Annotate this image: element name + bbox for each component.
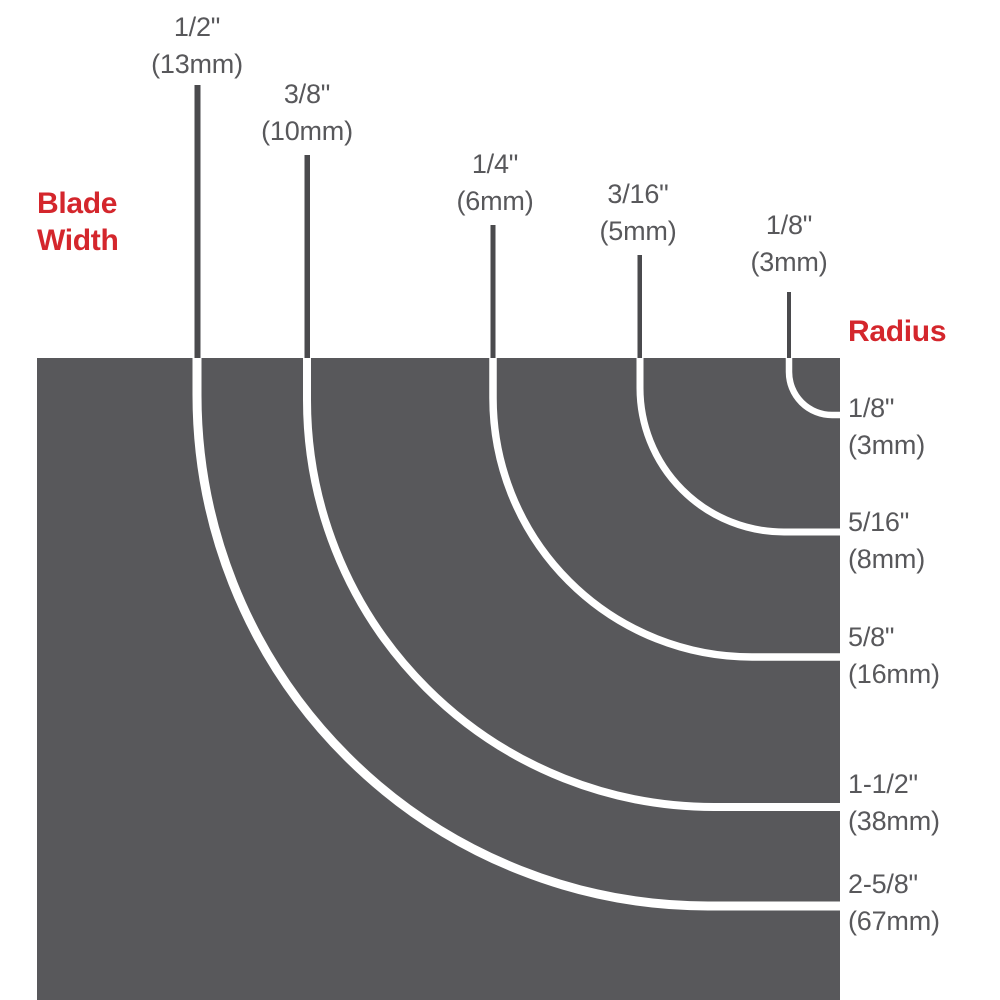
kerf-curve-blade-3	[489, 358, 840, 661]
radius-inches-blade-3: 5/8"	[848, 622, 895, 652]
radius-label-blade-4: 5/16" (8mm)	[848, 504, 925, 578]
radius-inches-blade-4: 5/16"	[848, 507, 910, 537]
blade-width-mm-5: (3mm)	[750, 247, 828, 277]
blade-shank-1	[194, 85, 201, 358]
blade-width-heading-line-2: Width	[37, 224, 119, 257]
blade-width-mm-1: (13mm)	[151, 49, 243, 79]
blade-width-label-4: 3/16" (5mm)	[600, 176, 677, 250]
blade-width-inches-2: 3/8"	[283, 79, 331, 109]
radius-mm-blade-1: (67mm)	[848, 906, 940, 936]
workpiece-block	[37, 358, 840, 1000]
blade-width-heading: Blade Width	[37, 185, 119, 259]
blade-width-label-2: 3/8" (10mm)	[261, 76, 353, 150]
blade-shank-4	[637, 255, 642, 358]
blade-shank-5	[787, 292, 791, 358]
radius-inches-blade-2: 1-1/2"	[848, 769, 918, 799]
blade-width-mm-4: (5mm)	[599, 216, 677, 246]
radius-label-blade-2: 1-1/2" (38mm)	[848, 766, 940, 840]
blade-width-inches-4: 3/16"	[607, 179, 669, 209]
blade-width-inches-3: 1/4"	[471, 149, 519, 179]
kerf-curve-blade-1	[192, 358, 840, 911]
blade-width-inches-1: 1/2"	[173, 12, 221, 42]
blade-width-mm-3: (6mm)	[456, 186, 534, 216]
radius-heading: Radius	[848, 313, 947, 350]
blade-width-heading-line-1: Blade	[37, 187, 118, 220]
radius-mm-blade-2: (38mm)	[848, 806, 940, 836]
blade-width-label-3: 1/4" (6mm)	[457, 146, 534, 220]
radius-label-blade-5: 1/8" (3mm)	[848, 390, 925, 464]
blade-width-inches-5: 1/8"	[765, 210, 813, 240]
radius-heading-label: Radius	[848, 315, 947, 348]
radius-inches-blade-1: 2-5/8"	[848, 869, 918, 899]
kerf-curve-blade-4	[636, 358, 840, 536]
radius-label-blade-3: 5/8" (16mm)	[848, 619, 940, 693]
radius-mm-blade-3: (16mm)	[848, 659, 940, 689]
kerf-curve-blade-5	[785, 358, 840, 419]
radius-mm-blade-4: (8mm)	[848, 544, 925, 574]
blade-shank-3	[490, 225, 496, 358]
blade-width-label-5: 1/8" (3mm)	[751, 207, 828, 281]
blade-width-mm-2: (10mm)	[261, 116, 353, 146]
radius-inches-blade-5: 1/8"	[848, 393, 895, 423]
blade-shanks	[194, 85, 791, 358]
radius-mm-blade-5: (3mm)	[848, 430, 925, 460]
blade-width-label-1: 1/2" (13mm)	[151, 9, 243, 83]
radius-label-blade-1: 2-5/8" (67mm)	[848, 866, 940, 940]
kerf-curve-blade-2	[303, 358, 840, 811]
blade-shank-2	[304, 155, 310, 358]
